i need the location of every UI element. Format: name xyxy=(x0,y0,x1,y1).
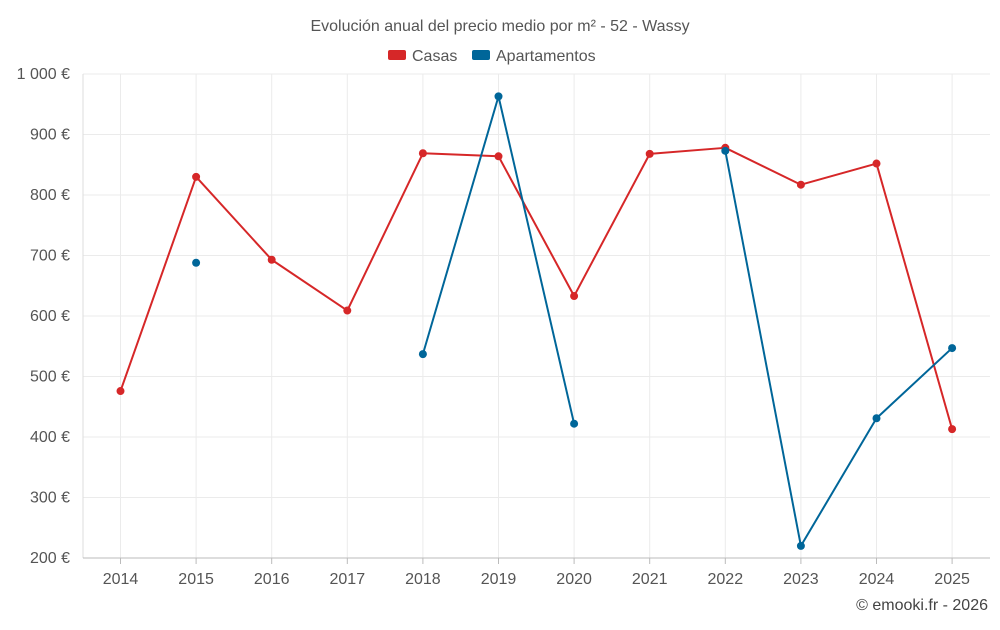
y-tick-label: 300 € xyxy=(30,490,70,507)
x-tick-label: 2019 xyxy=(481,571,517,588)
y-tick-label: 900 € xyxy=(30,127,70,144)
x-tick-label: 2014 xyxy=(103,571,139,588)
chart-title: Evolución anual del precio medio por m² … xyxy=(310,18,689,35)
legend-label-apartamentos: Apartamentos xyxy=(496,48,596,65)
grid xyxy=(83,73,990,559)
x-tick-label: 2025 xyxy=(934,571,970,588)
data-point-casas[interactable]: Casas 2017: 609 € xyxy=(343,306,352,315)
y-tick-label: 600 € xyxy=(30,308,70,325)
data-point-apartamentos[interactable]: Apartamentos 2022: 873 € xyxy=(721,146,730,155)
data-point-casas[interactable]: Casas 2025: 413 € xyxy=(948,425,957,434)
y-tick-label: 800 € xyxy=(30,187,70,204)
legend: Casas Apartamentos xyxy=(388,48,596,65)
data-point-casas[interactable]: Casas 2023: 817 € xyxy=(796,180,805,189)
y-tick-label: 400 € xyxy=(30,429,70,446)
y-tick-label: 500 € xyxy=(30,369,70,386)
x-axis: 2014 2015 2016 2017 2018 2019 2020 2021 2022 2023… xyxy=(83,557,990,588)
series-layer: Casas 2014: 476 € Casas 2015: 830 € Casas … xyxy=(116,92,957,550)
data-point-apartamentos[interactable]: Apartamentos 2015: 688 € xyxy=(192,258,201,267)
data-point-apartamentos[interactable]: Apartamentos 2025: 547 € xyxy=(948,344,957,353)
x-tick-label: 2023 xyxy=(783,571,819,588)
legend-swatch-apartamentos xyxy=(472,50,490,60)
y-axis: 200 € 300 € 400 € 500 € 600 € 700 € 800 € 900 €… xyxy=(17,66,84,567)
credit-text: © emooki.fr - 2026 xyxy=(856,597,988,614)
series-line-casas xyxy=(119,146,954,430)
data-point-casas[interactable]: Casas 2015: 830 € xyxy=(192,172,201,181)
x-tick-label: 2024 xyxy=(859,571,895,588)
y-tick-label: 700 € xyxy=(30,248,70,265)
data-point-apartamentos[interactable]: Apartamentos 2019: 963 € xyxy=(494,92,503,101)
data-point-casas[interactable]: Casas 2021: 868 € xyxy=(645,149,654,158)
data-point-apartamentos[interactable]: Apartamentos 2018: 537 € xyxy=(418,350,427,359)
x-tick-label: 2021 xyxy=(632,571,668,588)
data-point-casas[interactable]: Casas 2020: 633 € xyxy=(570,292,579,301)
data-point-casas[interactable]: Casas 2016: 693 € xyxy=(267,255,276,264)
x-tick-label: 2018 xyxy=(405,571,441,588)
data-point-apartamentos[interactable]: Apartamentos 2024: 431 € xyxy=(872,414,881,423)
legend-item-casas[interactable]: Casas xyxy=(388,48,457,65)
data-point-apartamentos[interactable]: Apartamentos 2020: 422 € xyxy=(570,419,579,428)
x-tick-label: 2015 xyxy=(178,571,214,588)
x-tick-label: 2017 xyxy=(330,571,366,588)
data-point-apartamentos[interactable]: Apartamentos 2023: 220 € xyxy=(796,541,805,550)
data-point-casas[interactable]: Casas 2024: 852 € xyxy=(872,159,881,168)
x-tick-label: 2016 xyxy=(254,571,290,588)
legend-label-casas: Casas xyxy=(412,48,457,65)
y-tick-label: 1 000 € xyxy=(17,66,70,83)
data-point-casas[interactable]: Casas 2019: 864 € xyxy=(494,152,503,161)
x-tick-label: 2022 xyxy=(708,571,744,588)
data-point-casas[interactable]: Casas 2018: 869 € xyxy=(418,149,427,158)
series-apartamentos: Apartamentos 2015: 688 € Apartamentos 201… xyxy=(192,92,957,550)
series-line-apartamentos xyxy=(724,150,953,547)
legend-swatch-casas xyxy=(388,50,406,60)
x-tick-label: 2020 xyxy=(556,571,592,588)
y-tick-label: 200 € xyxy=(30,550,70,567)
data-point-casas[interactable]: Casas 2014: 476 € xyxy=(116,387,125,396)
legend-item-apartamentos[interactable]: Apartamentos xyxy=(472,48,596,65)
series-casas: Casas 2014: 476 € Casas 2015: 830 € Casas … xyxy=(116,143,957,434)
